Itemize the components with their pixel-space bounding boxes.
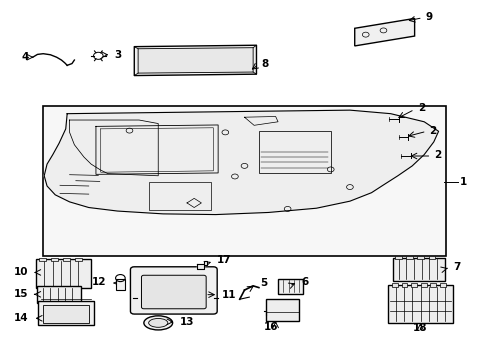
- Bar: [40, 258, 46, 261]
- Text: 13: 13: [180, 317, 194, 327]
- Text: 12: 12: [92, 277, 106, 287]
- Text: 7: 7: [452, 262, 460, 272]
- FancyBboxPatch shape: [130, 267, 217, 314]
- Bar: [116, 279, 124, 290]
- Polygon shape: [44, 110, 438, 215]
- Text: 18: 18: [412, 323, 427, 333]
- Text: 2: 2: [433, 150, 441, 160]
- Bar: [39, 301, 93, 325]
- Bar: [429, 283, 435, 287]
- Bar: [258, 131, 330, 173]
- Bar: [63, 258, 70, 261]
- Bar: [410, 283, 416, 287]
- Bar: [278, 279, 303, 294]
- Bar: [38, 286, 81, 303]
- Text: 1: 1: [459, 177, 467, 187]
- Bar: [43, 106, 445, 256]
- Polygon shape: [134, 45, 256, 76]
- Bar: [417, 256, 423, 259]
- Text: 5: 5: [259, 278, 266, 288]
- Bar: [265, 299, 298, 321]
- Text: 16: 16: [263, 323, 278, 333]
- Bar: [395, 256, 401, 259]
- Text: 14: 14: [14, 313, 29, 323]
- Text: 15: 15: [13, 289, 28, 299]
- Text: 2: 2: [428, 126, 436, 136]
- FancyBboxPatch shape: [141, 275, 206, 309]
- Text: 8: 8: [261, 59, 268, 69]
- Bar: [148, 182, 210, 210]
- Bar: [75, 258, 82, 261]
- Text: 10: 10: [13, 267, 28, 278]
- Ellipse shape: [148, 319, 167, 327]
- Ellipse shape: [143, 316, 172, 330]
- Bar: [36, 259, 91, 288]
- Bar: [43, 305, 89, 323]
- Text: 6: 6: [301, 276, 307, 287]
- Text: 3: 3: [114, 50, 121, 60]
- Bar: [406, 256, 412, 259]
- Bar: [428, 256, 434, 259]
- Text: 17: 17: [216, 256, 231, 265]
- Polygon shape: [354, 18, 414, 46]
- Bar: [392, 258, 444, 280]
- Bar: [401, 283, 407, 287]
- Bar: [391, 283, 397, 287]
- Bar: [439, 283, 445, 287]
- Text: 9: 9: [425, 12, 432, 22]
- Bar: [51, 258, 58, 261]
- Polygon shape: [196, 261, 207, 269]
- Bar: [387, 285, 452, 323]
- Polygon shape: [138, 48, 253, 73]
- Text: 11: 11: [221, 290, 236, 300]
- Text: 4: 4: [21, 52, 29, 62]
- Text: 2: 2: [417, 103, 425, 113]
- Bar: [420, 283, 426, 287]
